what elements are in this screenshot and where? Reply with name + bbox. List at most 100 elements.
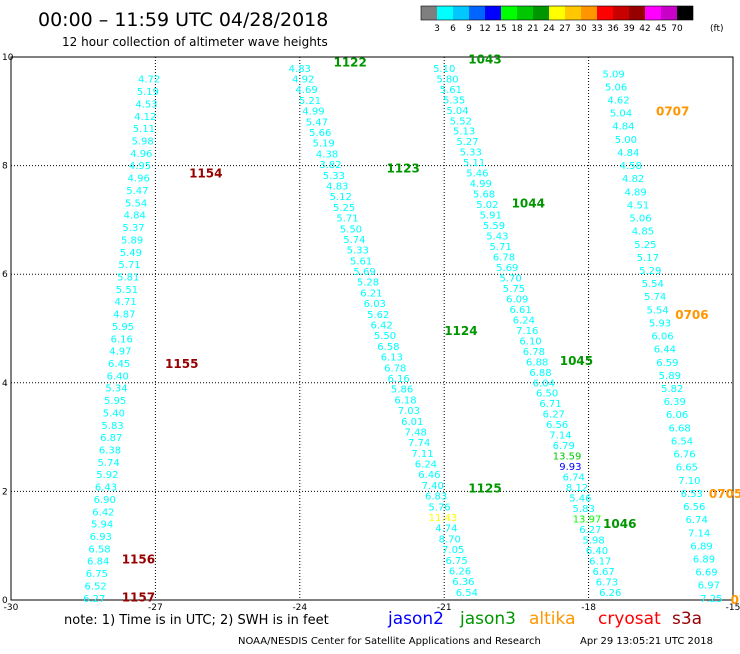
y-tick-label: 2 (2, 487, 8, 497)
wave-height-value: 4.84 (124, 211, 146, 222)
wave-height-value: 9.93 (559, 462, 581, 473)
wave-height-value: 6.17 (589, 556, 611, 567)
pass-time-label: 1124 (444, 324, 477, 338)
wave-height-value: 7.05 (442, 545, 464, 556)
colorbar-tick-label: 27 (559, 24, 570, 34)
wave-height-value: 5.94 (91, 520, 113, 531)
pass-time-label: 1156 (122, 552, 155, 566)
wave-height-value: 5.83 (101, 421, 123, 432)
wave-height-value: 8.12 (566, 483, 588, 494)
wave-height-value: 7.48 (405, 427, 427, 438)
colorbar-swatch (533, 6, 549, 20)
wave-height-value: 6.38 (99, 446, 121, 457)
wave-height-value: 6.43 (95, 483, 117, 494)
y-tick-label: 4 (2, 379, 8, 389)
wave-height-value: 6.87 (100, 433, 122, 444)
pass-time-label: 1125 (468, 482, 501, 496)
wave-height-value: 5.33 (460, 148, 482, 159)
legend-cryosat: cryosat (598, 609, 661, 629)
wave-height-value: 4.82 (622, 174, 644, 185)
wave-height-value: 7.11 (411, 449, 433, 460)
colorbar-swatch (661, 6, 677, 20)
pass-time-label: 0706 (675, 308, 708, 322)
wave-height-value: 6.88 (529, 368, 551, 379)
wave-height-value: 6.01 (401, 417, 423, 428)
wave-height-value: 5.33 (323, 171, 345, 182)
wave-height-value: 6.84 (87, 557, 109, 568)
pass-time-label: 1044 (512, 197, 545, 211)
wave-height-value: 5.62 (367, 310, 389, 321)
wave-height-value: 5.13 (453, 127, 475, 138)
y-tick-label: 0 (2, 596, 8, 606)
colorbar-tick-label: 15 (495, 24, 506, 34)
wave-height-value: 6.71 (539, 399, 561, 410)
pass-time-label: 1123 (386, 161, 419, 175)
wave-height-value: 6.21 (360, 288, 382, 299)
wave-height-value: 5.86 (391, 385, 413, 396)
wave-height-value: 5.61 (350, 256, 372, 267)
wave-height-value: 4.83 (289, 64, 311, 75)
wave-height-value: 5.28 (357, 278, 379, 289)
wave-height-value: 6.45 (108, 359, 130, 370)
wave-height-value: 6.61 (509, 305, 531, 316)
wave-height-value: 13.97 (573, 514, 602, 525)
wave-height-value: 5.09 (602, 69, 624, 80)
colorbar-swatch (613, 6, 629, 20)
wave-height-value: 7.03 (398, 406, 420, 417)
wave-height-value: 5.19 (137, 87, 159, 98)
wave-height-value: 6.74 (686, 515, 708, 526)
wave-height-value: 5.98 (131, 137, 153, 148)
pass-time-label: 0705 (709, 487, 740, 501)
plot-frame (10, 56, 734, 601)
wave-height-value: 5.29 (639, 266, 661, 277)
wave-height-value: 5.46 (466, 169, 488, 180)
legend-jason2: jason2 (387, 609, 444, 629)
wave-height-value: 4.84 (617, 148, 639, 159)
pass-time-label: 1043 (468, 53, 501, 67)
wave-height-value: 6.90 (94, 495, 116, 506)
colorbar-swatch (485, 6, 501, 20)
wave-height-value: 5.25 (333, 203, 355, 214)
wave-height-value: 5.17 (637, 253, 659, 264)
wave-height-value: 5.46 (569, 494, 591, 505)
wave-height-value: 4.51 (627, 200, 649, 211)
colorbar-swatch (453, 6, 469, 20)
colorbar-tick-label: 70 (671, 24, 683, 34)
colorbar-swatch (549, 6, 565, 20)
wave-height-value: 6.40 (586, 546, 608, 557)
colorbar-frame (420, 5, 694, 21)
wave-height-value: 5.71 (118, 260, 140, 271)
wave-height-value: 6.79 (553, 441, 575, 452)
wave-height-value: 4.71 (114, 297, 136, 308)
wave-height-value: 5.81 (117, 272, 139, 283)
wave-height-value: 4.96 (130, 149, 152, 160)
wave-height-value: 4.97 (109, 347, 131, 358)
wave-height-value: 6.58 (377, 342, 399, 353)
colorbar-tick-label: 6 (450, 24, 456, 34)
wave-height-value: 5.89 (121, 235, 143, 246)
wave-height-value: 4.69 (295, 85, 317, 96)
wave-height-value: 5.50 (340, 224, 362, 235)
colorbar-swatch (581, 6, 597, 20)
x-tick-label: -27 (148, 603, 163, 613)
footer-timestamp: Apr 29 13:05:21 UTC 2018 (580, 636, 713, 647)
colorbar-tick-label: 12 (479, 24, 490, 34)
wave-height-value: 5.69 (496, 263, 518, 274)
wave-height-value: 6.09 (506, 294, 528, 305)
colorbar-tick-label: 24 (543, 24, 555, 34)
y-tick-label: 6 (2, 270, 8, 280)
wave-height-value: 7.14 (549, 431, 571, 442)
wave-height-value: 13.59 (553, 452, 582, 463)
wave-height-value: 5.33 (347, 246, 369, 257)
wave-height-value: 4.62 (607, 96, 629, 107)
wave-height-value: 5.61 (440, 85, 462, 96)
wave-height-value: 6.68 (668, 423, 690, 434)
footer-credit: NOAA/NESDIS Center for Satellite Applica… (238, 636, 541, 647)
x-tick-label: -30 (4, 603, 19, 613)
wave-height-value: 6.27 (83, 594, 105, 605)
wave-height-value: 4.72 (138, 75, 160, 86)
wave-height-value: 7.10 (678, 476, 700, 487)
colorbar-swatch (629, 6, 645, 20)
wave-height-value: 6.93 (90, 532, 112, 543)
colorbar-swatch (437, 6, 453, 20)
